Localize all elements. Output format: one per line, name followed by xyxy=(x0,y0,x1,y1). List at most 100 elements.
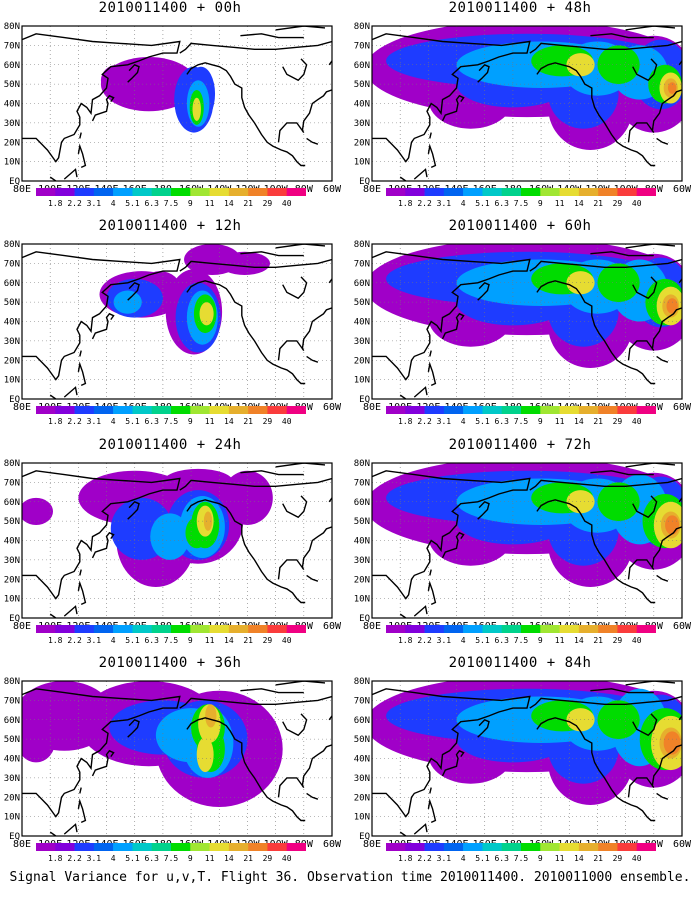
lat-tick-label: 10N xyxy=(4,595,20,605)
colorbar-swatch xyxy=(209,843,230,851)
coastline xyxy=(127,63,140,83)
colorbar-swatch xyxy=(578,406,599,414)
coastline xyxy=(277,744,332,798)
coastline xyxy=(301,785,305,789)
coastline xyxy=(91,531,115,559)
colorbar-label: 40 xyxy=(282,636,292,645)
colorbar-label: 2.2 xyxy=(67,199,82,208)
coastline xyxy=(536,62,656,167)
lat-tick-label: 70N xyxy=(354,696,370,706)
colorbar-swatch xyxy=(482,188,503,196)
colorbar-label: 40 xyxy=(282,417,292,426)
coastline xyxy=(179,40,332,54)
colorbar-swatch xyxy=(74,843,95,851)
colorbar-label: 29 xyxy=(263,854,273,863)
colorbar-swatch xyxy=(74,406,95,414)
panel-title: 2010011400 + 48h xyxy=(448,0,592,16)
colorbar-label: 6.3 xyxy=(494,854,509,863)
coastline xyxy=(77,361,87,387)
coastline xyxy=(399,176,407,181)
map-frame xyxy=(21,680,333,837)
lat-tick-label: 60N xyxy=(4,716,20,726)
colorbar-label: 40 xyxy=(632,854,642,863)
lon-tick-label: 60W xyxy=(673,184,692,195)
colorbar-swatch xyxy=(598,843,618,851)
colorbar-label: 3.1 xyxy=(437,636,452,645)
map-plot: 80E100E120E140E160E180160W140W120W100W80… xyxy=(354,22,692,195)
colorbar-swatch xyxy=(540,406,560,414)
colorbar-label: 3.1 xyxy=(437,199,452,208)
colorbar-swatch xyxy=(578,625,599,633)
lat-tick-label: 80N xyxy=(4,459,20,469)
colorbar-label: 21 xyxy=(593,854,603,863)
colorbar-swatch xyxy=(151,188,172,196)
colorbar-label: 3.1 xyxy=(437,854,452,863)
lat-tick-label: 30N xyxy=(4,119,20,129)
lat-tick-label: EQ xyxy=(9,614,20,624)
colorbar-swatch xyxy=(248,625,268,633)
colorbar-label: 4 xyxy=(111,636,116,645)
colorbar-swatch xyxy=(190,188,210,196)
colorbar-swatch xyxy=(501,843,522,851)
colorbar-swatch xyxy=(228,843,249,851)
colorbar-label: 21 xyxy=(243,199,253,208)
colorbar-label: 29 xyxy=(613,636,623,645)
coastline xyxy=(91,749,115,777)
colorbar-label: 3.1 xyxy=(87,417,102,426)
colorbar-label: 29 xyxy=(613,854,623,863)
map-plot: 80E100E120E140E160E180160W140W120W100W80… xyxy=(4,22,342,195)
colorbar-swatch xyxy=(559,406,580,414)
coastline xyxy=(63,168,78,180)
colorbar-label: 40 xyxy=(632,636,642,645)
figure-caption: Signal Variance for u,v,T. Flight 36. Ob… xyxy=(9,870,691,885)
colorbar-label: 14 xyxy=(224,417,234,426)
colorbar-swatch xyxy=(248,843,268,851)
colorbar-swatch xyxy=(132,843,153,851)
colorbar-label: 21 xyxy=(243,636,253,645)
coastline xyxy=(277,307,332,361)
colorbar-label: 4 xyxy=(461,636,466,645)
colorbar-swatch xyxy=(386,625,406,633)
coastline xyxy=(179,695,332,709)
colorbar-label: 11 xyxy=(555,199,565,208)
colorbar-label: 6.3 xyxy=(144,854,159,863)
colorbar-label: 1.8 xyxy=(398,417,413,426)
lat-tick-label: EQ xyxy=(359,832,370,842)
lat-tick-label: 20N xyxy=(354,356,370,366)
colorbar-label: 40 xyxy=(632,417,642,426)
coastline xyxy=(477,718,490,738)
map-panel: 2010011400 + 60h 80E100E120E140E160E18016… xyxy=(350,218,692,438)
colorbar-label: 40 xyxy=(282,199,292,208)
colorbar-label: 29 xyxy=(613,417,623,426)
lon-tick-label: 80E xyxy=(363,839,381,850)
variance-region xyxy=(667,82,677,94)
colorbar-swatch xyxy=(113,188,133,196)
colorbar-swatch xyxy=(521,188,541,196)
colorbar-label: 2.2 xyxy=(417,636,432,645)
colorbar: 1.8 2.2 3.1 4 5.1 6.3 7.5 9 11 14 21 29 40 xyxy=(36,625,306,645)
colorbar-label: 9 xyxy=(538,636,543,645)
colorbar-label: 9 xyxy=(538,854,543,863)
colorbar-label: 9 xyxy=(538,417,543,426)
coastline xyxy=(282,58,308,82)
coastline xyxy=(77,798,87,824)
coastline xyxy=(632,58,658,82)
colorbar-label: 5.1 xyxy=(475,199,490,208)
coastline xyxy=(536,280,656,385)
colorbar-label: 11 xyxy=(205,417,215,426)
lat-tick-label: 40N xyxy=(354,100,370,110)
colorbar-label: 14 xyxy=(224,636,234,645)
colorbar-swatch xyxy=(267,843,288,851)
colorbar-swatch xyxy=(55,188,75,196)
colorbar-label: 11 xyxy=(205,854,215,863)
colorbar-label: 14 xyxy=(574,417,584,426)
lat-tick-label: 20N xyxy=(354,575,370,585)
colorbar: 1.8 2.2 3.1 4 5.1 6.3 7.5 9 11 14 21 29 40 xyxy=(36,406,306,426)
lon-tick-label: 60W xyxy=(323,621,342,632)
colorbar-swatch xyxy=(209,406,230,414)
colorbar-swatch xyxy=(386,188,406,196)
variance-region xyxy=(196,737,214,773)
variance-region xyxy=(199,302,214,326)
colorbar-label: 21 xyxy=(593,417,603,426)
colorbar-label: 21 xyxy=(243,854,253,863)
